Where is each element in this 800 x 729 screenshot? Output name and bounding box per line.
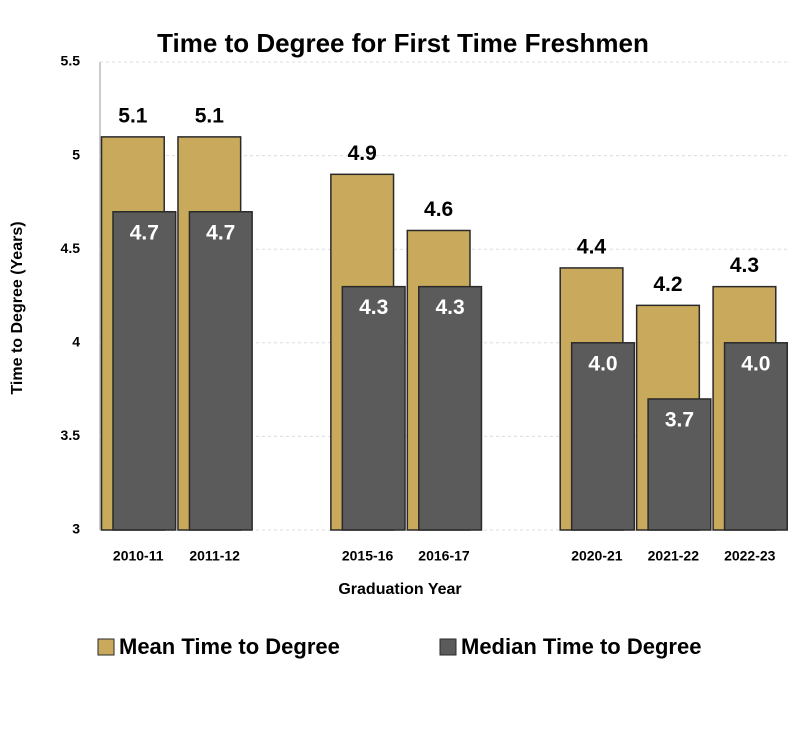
bar: [570, 342, 636, 531]
data-label: 4.9: [348, 142, 377, 165]
data-label: 4.3: [359, 296, 388, 319]
x-tick-label: 2022-23: [724, 548, 776, 564]
y-axis-title: Time to Degree (Years): [9, 221, 26, 394]
bar: [418, 285, 483, 531]
data-label: 5.1: [118, 104, 148, 127]
data-label: 3.7: [665, 409, 694, 432]
chart-title: Time to Degree for First Time Freshmen: [157, 28, 649, 58]
data-label: 4.0: [741, 352, 770, 375]
x-tick-label: 2016-17: [418, 548, 470, 564]
y-tick-label: 4: [72, 334, 80, 350]
x-tick-label: 2015-16: [342, 548, 394, 564]
data-label: 4.3: [730, 254, 759, 277]
data-label: 4.2: [653, 273, 682, 296]
legend-swatch: [97, 638, 115, 656]
bar: [341, 285, 406, 531]
data-label: 4.0: [588, 352, 617, 375]
y-tick-label: 3.5: [61, 427, 81, 443]
y-tick-label: 4.5: [61, 240, 81, 256]
x-tick-label: 2011-12: [189, 548, 240, 564]
x-tick-label: 2010-11: [113, 548, 164, 564]
bar: [647, 398, 712, 531]
data-label: 4.7: [130, 221, 159, 244]
legend-swatch: [439, 638, 457, 656]
x-tick-label: 2021-22: [648, 548, 700, 564]
data-label: 5.1: [195, 104, 225, 127]
y-tick-label: 5.5: [61, 53, 81, 69]
legend-label: Median Time to Degree: [461, 634, 701, 659]
bar: [112, 211, 177, 531]
bar: [188, 211, 253, 531]
x-axis-title: Graduation Year: [338, 581, 461, 598]
y-tick-label: 5: [72, 146, 80, 162]
data-label: 4.7: [206, 221, 235, 244]
data-label: 4.4: [577, 235, 607, 258]
legend-label: Mean Time to Degree: [119, 634, 340, 659]
bar: [723, 342, 788, 531]
y-tick-label: 3: [72, 521, 80, 537]
data-label: 4.3: [436, 296, 465, 319]
x-tick-label: 2020-21: [571, 548, 623, 564]
data-label: 4.6: [424, 198, 453, 221]
